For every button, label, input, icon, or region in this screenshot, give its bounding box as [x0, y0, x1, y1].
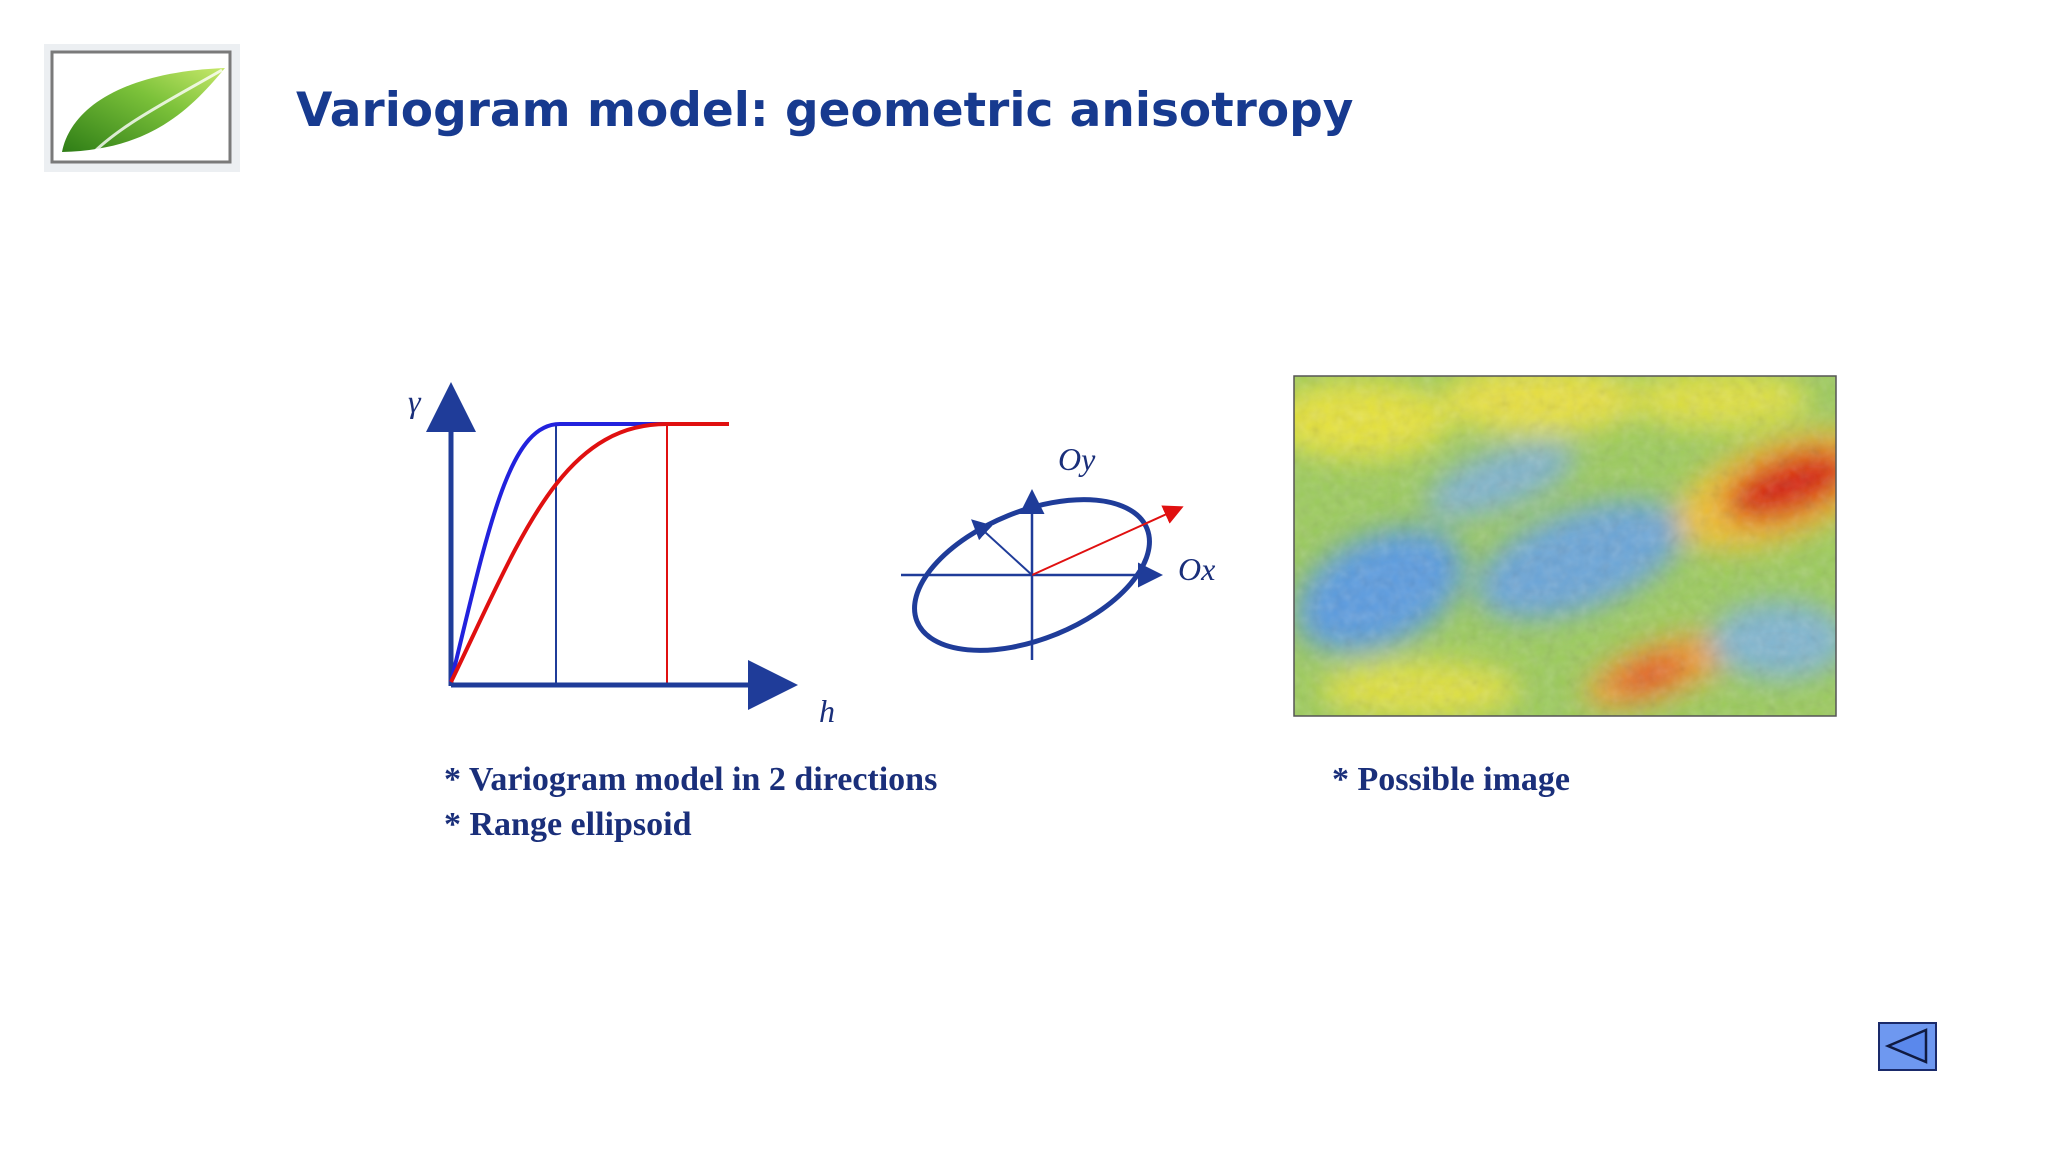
logo — [44, 44, 240, 172]
oy-label: Oy — [1058, 441, 1096, 477]
y-axis-label: γ — [408, 383, 422, 419]
slide-title: Variogram model: geometric anisotropy — [296, 83, 1353, 138]
variogram-plot: γ h — [408, 382, 835, 729]
ox-label: Ox — [1178, 551, 1215, 587]
simulated-image — [1294, 376, 1836, 716]
caption-right: * Possible image — [1332, 761, 1570, 798]
image-frame — [1293, 375, 1837, 717]
caption-left-1: * Variogram model in 2 directions — [444, 761, 937, 798]
back-button[interactable] — [1878, 1022, 1937, 1071]
x-axis-label: h — [819, 693, 835, 729]
range-ellipse: Oy Ox — [901, 441, 1215, 660]
caption-left-2: * Range ellipsoid — [444, 806, 692, 843]
